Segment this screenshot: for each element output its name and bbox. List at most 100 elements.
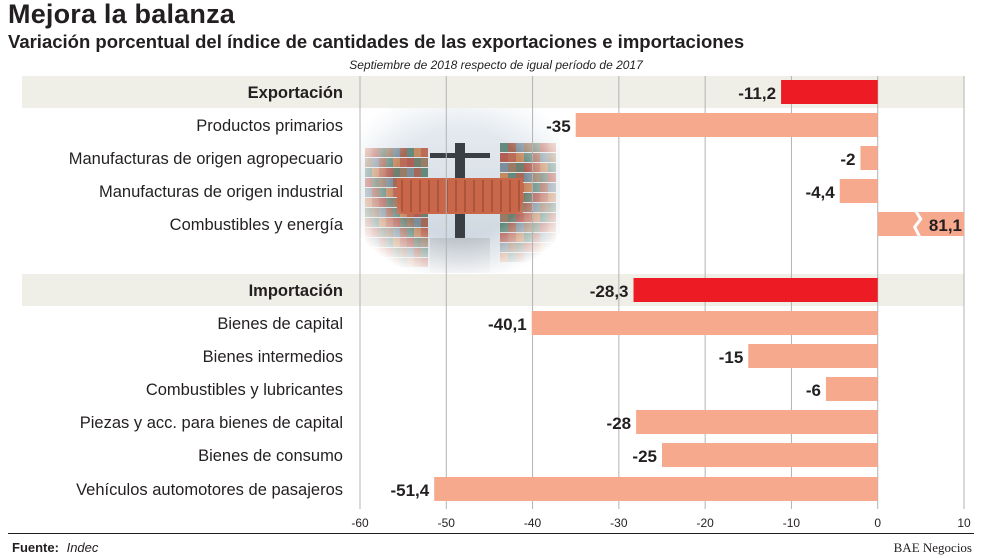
container-stack: [365, 238, 372, 247]
container-stack: [386, 168, 393, 177]
bar: [636, 410, 878, 434]
container-stack: [421, 258, 428, 267]
container-stack: [540, 203, 548, 212]
container-stack: [386, 258, 393, 267]
container-stack: [372, 188, 379, 197]
container-stack: [386, 238, 393, 247]
container-stack: [500, 173, 508, 182]
x-axis-ticks: -60 -50 -40 -30 -20 -10 0 10: [351, 516, 971, 530]
container-port-photo: [360, 108, 560, 273]
container-stack: [548, 253, 556, 262]
container-stack: [516, 243, 524, 252]
container-stack: [365, 158, 372, 167]
container-stack: [548, 213, 556, 222]
container-stack: [500, 223, 508, 232]
container-stack: [407, 228, 414, 237]
container-stack: [548, 183, 556, 192]
bars: [434, 80, 964, 501]
bar: [434, 477, 878, 501]
container-stack: [365, 148, 372, 157]
container-stack: [421, 158, 428, 167]
container-stack: [516, 143, 524, 152]
container-stack: [500, 153, 508, 162]
container-stack: [414, 158, 421, 167]
container-stack: [508, 173, 516, 182]
container-stack: [516, 153, 524, 162]
container-stack: [548, 163, 556, 172]
container-stack: [421, 238, 428, 247]
container-stack: [386, 198, 393, 207]
container-stack: [379, 258, 386, 267]
container-stack: [372, 168, 379, 177]
value-label: -2: [840, 150, 855, 169]
container-stack: [365, 248, 372, 257]
container-stack: [372, 148, 379, 157]
container-stack: [516, 253, 524, 262]
container-stack: [548, 153, 556, 162]
container-stack: [365, 178, 372, 187]
container-stack: [524, 243, 532, 252]
container-stack: [548, 203, 556, 212]
container-stack: [407, 238, 414, 247]
container-stack: [524, 213, 532, 222]
container-stack: [540, 153, 548, 162]
tick-label: 10: [957, 516, 971, 530]
container-stack: [379, 188, 386, 197]
container-stack: [400, 248, 407, 257]
container-stack: [414, 228, 421, 237]
value-label: 81,1: [929, 216, 962, 235]
container-stack: [393, 208, 400, 217]
container-stack: [379, 158, 386, 167]
container-stack: [386, 228, 393, 237]
container-stack: [516, 163, 524, 172]
tick-label: -10: [783, 516, 801, 530]
container-stack: [516, 233, 524, 242]
container-stack: [393, 178, 400, 187]
container-stack: [379, 218, 386, 227]
container-stack: [400, 148, 407, 157]
container-stack: [532, 213, 540, 222]
container-stack: [379, 198, 386, 207]
bar: [748, 344, 878, 368]
container-stack: [386, 148, 393, 157]
container-stack: [365, 208, 372, 217]
group-bar: [781, 80, 878, 104]
container-stack: [508, 223, 516, 232]
container-stack: [400, 258, 407, 267]
container-stack: [421, 228, 428, 237]
container-stack: [372, 258, 379, 267]
value-label: -11,2: [738, 84, 776, 103]
bar: [877, 212, 964, 236]
group-label: Importación: [249, 282, 343, 300]
container-stack: [386, 218, 393, 227]
container-stack: [540, 193, 548, 202]
container-stack: [516, 213, 524, 222]
group-label: Exportación: [248, 84, 343, 102]
container-stack: [524, 253, 532, 262]
hanging-container: [397, 178, 523, 214]
category-label: Piezas y acc. para bienes de capital: [80, 414, 343, 432]
bar-chart: Exportación Productos primarios Manufactur…: [22, 76, 971, 530]
container-stack: [400, 168, 407, 177]
container-stack: [379, 248, 386, 257]
bar: [662, 443, 878, 467]
container-stack: [500, 163, 508, 172]
container-stack: [372, 238, 379, 247]
value-label: -25: [632, 447, 657, 466]
crane-beam: [430, 153, 490, 158]
container-stack: [421, 248, 428, 257]
container-stack: [365, 258, 372, 267]
container-stack: [421, 168, 428, 177]
category-label: Bienes de capital: [217, 315, 343, 333]
container-stack: [372, 218, 379, 227]
value-labels: -11,2 -35 -2 -4,4 81,1 -28,3 -40,1 -15 -6 -28-25 -…: [390, 84, 962, 500]
container-stack: [548, 193, 556, 202]
container-stack: [421, 218, 428, 227]
container-stack: [540, 223, 548, 232]
container-stack: [414, 238, 421, 247]
container-stack: [548, 233, 556, 242]
source-value: Indec: [66, 540, 99, 555]
container-stack: [393, 148, 400, 157]
container-stack: [407, 258, 414, 267]
container-stack: [407, 168, 414, 177]
